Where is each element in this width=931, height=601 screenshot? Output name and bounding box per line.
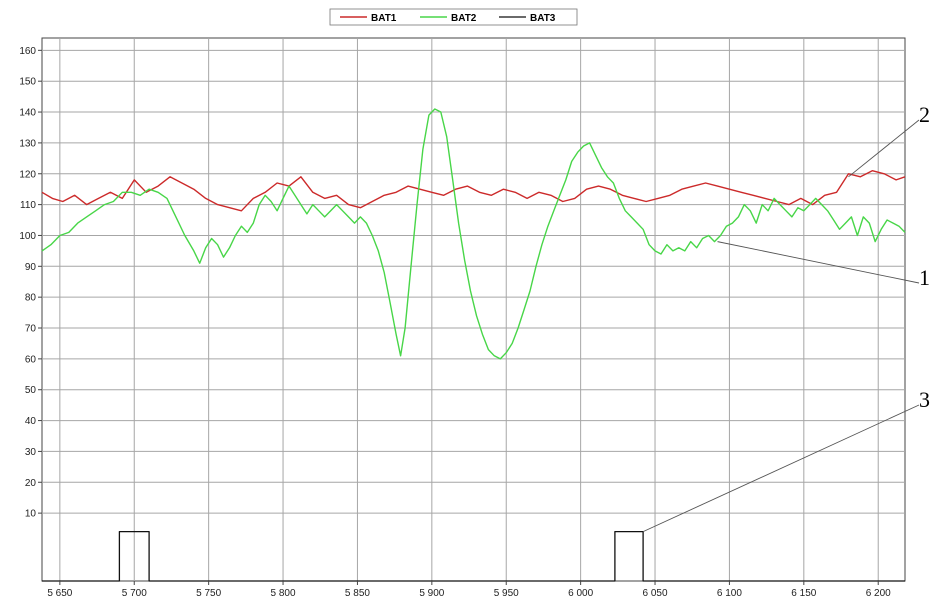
x-tick-label: 5 700 — [122, 588, 147, 599]
x-tick-label: 6 200 — [866, 588, 891, 599]
legend-label-bat2: BAT2 — [451, 13, 477, 24]
x-tick-label: 5 850 — [345, 588, 370, 599]
y-tick-label: 20 — [25, 478, 37, 489]
y-tick-label: 60 — [25, 354, 37, 365]
y-tick-label: 160 — [19, 46, 36, 57]
legend-box — [329, 8, 578, 26]
callout-label-1: 1 — [919, 265, 930, 290]
legend: BAT1 BAT2 BAT3 — [329, 8, 578, 26]
plot-area — [41, 37, 906, 582]
series-line-bat3 — [42, 530, 905, 582]
callout-leader-3 — [642, 404, 920, 533]
x-tick-label: 5 650 — [47, 588, 72, 599]
y-tick-label: 10 — [25, 509, 37, 520]
series-line-bat2 — [41, 108, 906, 360]
y-tick-label: 50 — [25, 385, 37, 396]
y-tick-label: 130 — [19, 138, 36, 149]
x-tick-label: 6 050 — [643, 588, 668, 599]
x-tick-label: 6 000 — [568, 588, 593, 599]
callout-leader-1 — [717, 241, 920, 284]
y-tick-label: 150 — [19, 77, 36, 88]
y-tick-label: 140 — [19, 108, 36, 119]
callouts: 2 1 3 — [642, 102, 930, 533]
callout-label-3: 3 — [919, 387, 930, 412]
y-axis: 10 20 30 40 50 60 70 80 90 100 110 120 130 140 150 160 — [19, 46, 42, 520]
y-tick-label: 30 — [25, 447, 37, 458]
y-tick-label: 120 — [19, 169, 36, 180]
callout-label-2: 2 — [919, 102, 930, 127]
x-tick-label: 6 100 — [717, 588, 742, 599]
legend-label-bat1: BAT1 — [371, 13, 397, 24]
legend-label-bat3: BAT3 — [530, 13, 556, 24]
x-tick-label: 5 950 — [494, 588, 519, 599]
y-tick-label: 110 — [20, 200, 36, 211]
y-tick-label: 90 — [25, 262, 37, 273]
x-tick-label: 5 750 — [196, 588, 221, 599]
y-tick-label: 40 — [25, 416, 37, 427]
callout-leader-2 — [848, 119, 920, 178]
y-tick-label: 100 — [19, 231, 36, 242]
grid — [42, 38, 905, 581]
series-layer — [41, 108, 906, 582]
x-axis: 5 650 5 700 5 750 5 800 5 850 5 900 5 950 6 000… — [47, 581, 891, 599]
x-tick-label: 6 150 — [791, 588, 816, 599]
x-tick-label: 5 900 — [419, 588, 444, 599]
x-tick-label: 5 800 — [271, 588, 296, 599]
y-tick-label: 70 — [25, 324, 37, 335]
y-tick-label: 80 — [25, 293, 37, 304]
series-line-bat1 — [41, 170, 906, 212]
